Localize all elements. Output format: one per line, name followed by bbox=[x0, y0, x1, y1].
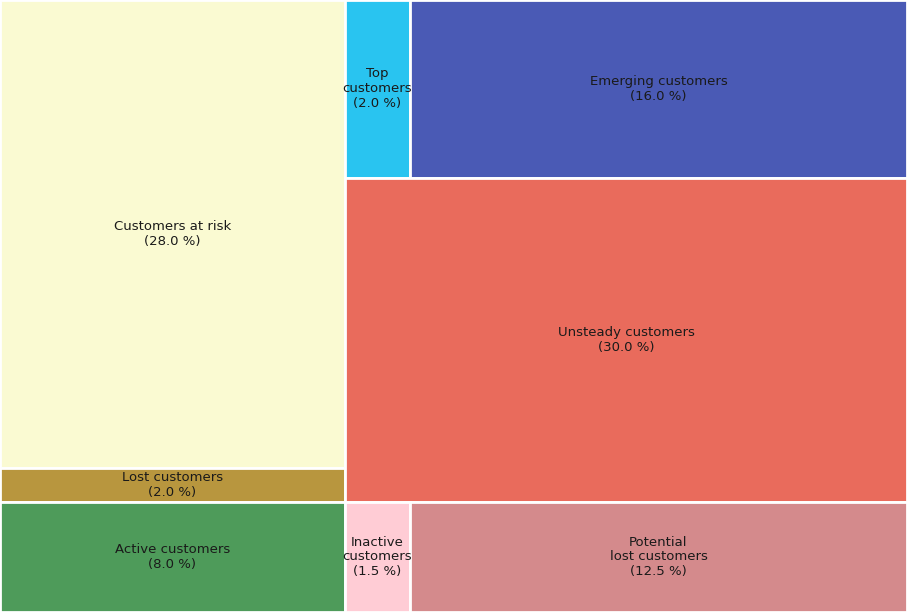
Text: Potential
lost customers
(12.5 %): Potential lost customers (12.5 %) bbox=[610, 536, 707, 578]
Text: Lost customers
(2.0 %): Lost customers (2.0 %) bbox=[122, 471, 223, 499]
Text: Emerging customers
(16.0 %): Emerging customers (16.0 %) bbox=[590, 75, 727, 103]
Text: Active customers
(8.0 %): Active customers (8.0 %) bbox=[115, 543, 230, 571]
Text: Inactive
customers
(1.5 %): Inactive customers (1.5 %) bbox=[343, 536, 413, 578]
Bar bbox=[0, 502, 345, 612]
Bar bbox=[0, 0, 345, 468]
Bar bbox=[410, 0, 907, 178]
Bar bbox=[345, 502, 410, 612]
Text: Customers at risk
(28.0 %): Customers at risk (28.0 %) bbox=[114, 220, 231, 248]
Bar bbox=[345, 0, 410, 178]
Text: Top
customers
(2.0 %): Top customers (2.0 %) bbox=[343, 67, 413, 111]
Bar bbox=[410, 502, 907, 612]
Bar bbox=[345, 178, 907, 502]
Text: Unsteady customers
(30.0 %): Unsteady customers (30.0 %) bbox=[558, 326, 695, 354]
Bar bbox=[0, 468, 345, 502]
